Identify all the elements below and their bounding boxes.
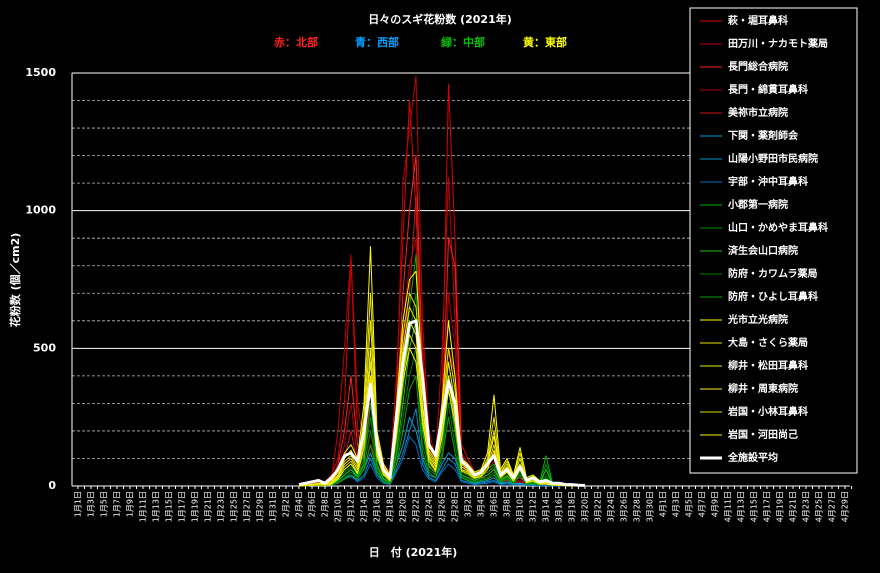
x-tick-label: 1月15日 <box>165 491 174 522</box>
legend-label: 下関・薬剤師会 <box>728 129 798 142</box>
y-tick-label: 1500 <box>25 66 56 79</box>
region-key: 赤：北部 <box>274 35 318 49</box>
x-tick-label: 1月3日 <box>87 491 96 517</box>
x-tick-label: 1月11日 <box>139 491 148 522</box>
legend-label: 岩国・河田尚己 <box>727 428 798 441</box>
x-tick-label: 3月24日 <box>607 491 616 522</box>
x-tick-label: 2月10日 <box>334 491 343 522</box>
x-tick-label: 1月5日 <box>100 491 109 517</box>
x-tick-label: 4月1日 <box>659 491 668 517</box>
x-tick-label: 2月8日 <box>321 491 330 517</box>
legend-label: 長門総合病院 <box>728 60 788 73</box>
x-tick-label: 4月5日 <box>685 491 694 517</box>
x-tick-label: 3月16日 <box>555 491 564 522</box>
legend-label: 光市立光病院 <box>727 313 788 326</box>
x-tick-label: 1月7日 <box>113 491 122 517</box>
series-line <box>298 246 586 487</box>
x-tick-label: 2月2日 <box>282 491 291 517</box>
legend-label: 宇部・沖中耳鼻科 <box>728 175 808 188</box>
x-tick-label: 1月13日 <box>152 491 161 522</box>
x-tick-label: 4月27日 <box>828 491 837 522</box>
x-tick-label: 2月18日 <box>386 491 395 522</box>
x-tick-label: 1月1日 <box>74 491 83 517</box>
x-tick-label: 3月18日 <box>568 491 577 522</box>
legend-label: 済生会山口病院 <box>728 244 798 257</box>
x-tick-label: 3月12日 <box>529 491 538 522</box>
x-tick-label: 2月22日 <box>412 491 421 522</box>
x-tick-label: 4月7日 <box>698 491 707 517</box>
x-tick-label: 4月13日 <box>737 491 746 522</box>
x-tick-label: 1月31日 <box>269 491 278 522</box>
x-tick-label: 4月25日 <box>815 491 824 522</box>
x-tick-label: 3月14日 <box>542 491 551 522</box>
legend-label: 防府・ひよし耳鼻科 <box>728 290 818 303</box>
x-tick-label: 2月14日 <box>360 491 369 522</box>
legend-label: 山口・かめやま耳鼻科 <box>728 221 828 234</box>
x-tick-label: 2月26日 <box>438 491 447 522</box>
x-tick-label: 3月6日 <box>490 491 499 517</box>
x-axis-title: 日 付 (2021年) <box>369 545 458 559</box>
x-tick-label: 4月23日 <box>802 491 811 522</box>
x-tick-label: 4月29日 <box>841 491 850 522</box>
x-tick-label: 3月8日 <box>503 491 512 517</box>
x-tick-label: 2月16日 <box>373 491 382 522</box>
legend-label: 萩・堀耳鼻科 <box>727 14 788 27</box>
x-tick-label: 1月19日 <box>191 491 200 522</box>
x-tick-label: 3月28日 <box>633 491 642 522</box>
x-tick-label: 3月20日 <box>581 491 590 522</box>
x-tick-label: 4月17日 <box>763 491 772 522</box>
legend-label: 柳井・松田耳鼻科 <box>728 359 808 372</box>
x-tick-label: 1月17日 <box>178 491 187 522</box>
legend-label: 山陽小野田市民病院 <box>728 152 818 165</box>
series-line <box>298 347 585 487</box>
x-tick-label: 3月2日 <box>464 491 473 517</box>
x-tick-label: 4月11日 <box>724 491 733 522</box>
x-tick-label: 2月6日 <box>308 491 317 517</box>
legend-label: 美祢市立病院 <box>728 106 788 119</box>
legend-label: 大島・さくら薬局 <box>728 336 808 349</box>
y-tick-label: 500 <box>33 341 56 354</box>
x-tick-label: 1月9日 <box>126 491 135 517</box>
x-tick-label: 1月25日 <box>230 491 239 522</box>
x-tick-label: 1月27日 <box>243 491 252 522</box>
y-tick-label: 1000 <box>25 204 56 217</box>
chart-title: 日々のスギ花粉数 (2021年) <box>368 12 512 26</box>
x-tick-label: 2月24日 <box>425 491 434 522</box>
region-key: 黄：東部 <box>523 35 567 49</box>
x-tick-label: 4月9日 <box>711 491 720 517</box>
region-key: 緑：中部 <box>441 35 485 49</box>
legend-label: 小郡第一病院 <box>727 198 788 211</box>
region-key: 青：西部 <box>355 35 399 49</box>
x-tick-label: 2月20日 <box>399 491 408 522</box>
legend-label: 全施設平均 <box>727 451 778 464</box>
legend-box <box>689 7 858 474</box>
x-tick-label: 2月4日 <box>295 491 304 517</box>
y-axis-title: 花粉数 (個／cm2) <box>8 233 22 328</box>
legend-label: 防府・カワムラ薬局 <box>728 267 818 280</box>
x-tick-label: 4月19日 <box>776 491 785 522</box>
legend-label: 柳井・周東病院 <box>728 382 798 395</box>
x-tick-label: 1月23日 <box>217 491 226 522</box>
x-tick-label: 4月15日 <box>750 491 759 522</box>
x-tick-label: 4月3日 <box>672 491 681 517</box>
x-tick-label: 3月30日 <box>646 491 655 522</box>
x-tick-label: 4月21日 <box>789 491 798 522</box>
x-tick-label: 3月26日 <box>620 491 629 522</box>
x-tick-label: 1月29日 <box>256 491 265 522</box>
legend-label: 長門・綿貫耳鼻科 <box>728 83 808 96</box>
x-tick-label: 3月10日 <box>516 491 525 522</box>
series-line <box>298 375 585 487</box>
x-tick-label: 2月12日 <box>347 491 356 522</box>
legend-label: 田万川・ナカモト薬局 <box>728 37 828 50</box>
x-tick-label: 3月4日 <box>477 491 486 517</box>
x-tick-label: 1月21日 <box>204 491 213 522</box>
x-tick-label: 3月22日 <box>594 491 603 522</box>
legend-label: 岩国・小林耳鼻科 <box>727 405 808 418</box>
y-tick-label: 0 <box>48 479 56 492</box>
series-line <box>298 319 586 487</box>
x-tick-label: 2月28日 <box>451 491 460 522</box>
